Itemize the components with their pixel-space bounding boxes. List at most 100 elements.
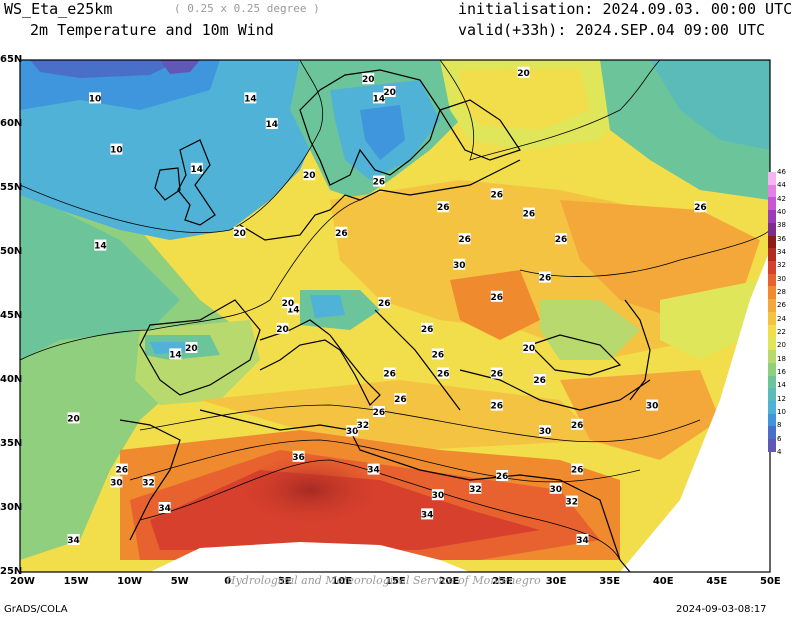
contour-label-text: 20 [383,88,396,98]
contour-label-text: 26 [555,235,568,245]
longitude-label: 40E [652,576,674,587]
contour-label: 30 [453,258,466,271]
contour-label-bg [437,201,450,213]
colorbar-label: 20 [777,341,786,350]
latitude-label: 65N [0,54,23,65]
contour-label-bg [110,476,123,488]
contour-label-bg [490,290,503,302]
contour-label: 34 [576,534,589,546]
longitude-label: 45E [706,576,728,587]
contour-label-bg [421,322,434,334]
contour-label-bg [372,92,385,104]
colorbar-label: 36 [777,234,786,243]
contour-label-text: 26 [383,370,396,380]
contour-label-bg [244,92,257,104]
colorbar-label: 14 [777,381,786,390]
contour-label-text: 26 [491,370,504,380]
contour-label-text: 32 [566,498,579,508]
contour-label-bg [539,271,551,283]
contour-label-bg [362,73,375,85]
colorbar-segment [768,210,776,223]
contour-label: 30 [646,399,658,412]
contour-label-bg [94,239,107,251]
contour-label: 26 [523,207,535,220]
latitude-label: 50N [0,246,23,257]
contour-label-bg [346,425,359,437]
contour-label: 14 [244,92,257,104]
contour-label-bg [287,303,300,315]
contour-label-text: 14 [244,94,257,104]
contour-label-text: 30 [539,427,552,437]
generated-timestamp: 2024-09-03-08:17 [676,604,767,615]
contour-label-bg [533,374,546,385]
contour-label: 20 [517,66,530,79]
contour-label: 26 [458,233,471,245]
colorbar-label: 32 [777,261,786,270]
contour-label-bg [335,226,348,238]
software-label: GrADS/COLA [4,604,68,615]
colorbar-label: 8 [777,421,782,430]
contour-label: 34 [158,502,171,514]
contour-label: 26 [571,463,584,476]
contour-label-text: 26 [491,293,504,303]
longitude-label: 20E [438,576,460,587]
contour-label-bg [115,463,128,475]
latitude-label: 25N [0,566,23,577]
initialisation-label: initialisation: 2024.09.03. 00:00 UTC [458,0,793,18]
contour-label-bg [517,66,530,78]
contour-label-bg [383,86,396,97]
contour-label-text: 26 [432,350,445,360]
contour-label-text: 36 [292,453,305,463]
longitude-label: 15E [385,576,406,587]
contour-label-text: 26 [116,466,129,476]
contour-label-text: 26 [437,203,450,213]
contour-label: 14 [372,92,385,104]
contour-label: 26 [115,463,129,476]
colorbar-segment [768,222,776,236]
colorbar-segment [768,337,776,351]
colorbar-segment [768,324,776,338]
contour-label-text: 20 [303,171,316,181]
contour-label: 26 [394,393,407,405]
contour-label-bg [571,463,584,475]
colorbar-label: 6 [777,434,782,443]
contour-label: 26 [335,226,348,239]
colorbar-segment [768,388,776,401]
contour-label: 26 [496,470,508,482]
contour-label-bg [490,367,503,379]
colorbar-segment [768,362,776,376]
contour-label-text: 30 [110,478,123,488]
contour-label-bg [142,476,155,488]
colorbar-segment [768,273,776,287]
contour-label-text: 32 [469,485,482,495]
contour-label: 20 [362,73,375,85]
contour-label-text: 26 [571,466,584,476]
contour-label-text: 20 [517,69,530,79]
contour-label-text: 20 [185,344,198,354]
longitude-label: 50E [760,576,781,587]
contour-label-text: 14 [287,306,300,316]
contour-label: 26 [490,290,504,303]
contour-label-bg [565,495,578,507]
contour-label-text: 34 [576,536,589,546]
contour-label: 30 [110,476,123,488]
contour-label: 26 [378,297,391,309]
contour-label-text: 26 [694,203,707,213]
contour-label: 26 [694,201,707,213]
contour-label-bg [67,412,80,424]
colorbar-label: 34 [777,248,786,256]
contour-label-text: 20 [362,75,375,85]
contour-label-text: 26 [571,421,584,431]
longitude-label: 15W [63,576,89,587]
contour-label-text: 26 [491,190,504,200]
contour-label: 14 [266,118,278,130]
contour-label-text: 32 [142,478,155,488]
contour-label-bg [185,342,198,353]
contour-label-bg [281,297,294,309]
contour-label-text: 14 [169,350,182,360]
contour-label: 26 [491,399,503,412]
contour-label-text: 20 [67,414,80,424]
contour-label-bg [421,508,434,520]
